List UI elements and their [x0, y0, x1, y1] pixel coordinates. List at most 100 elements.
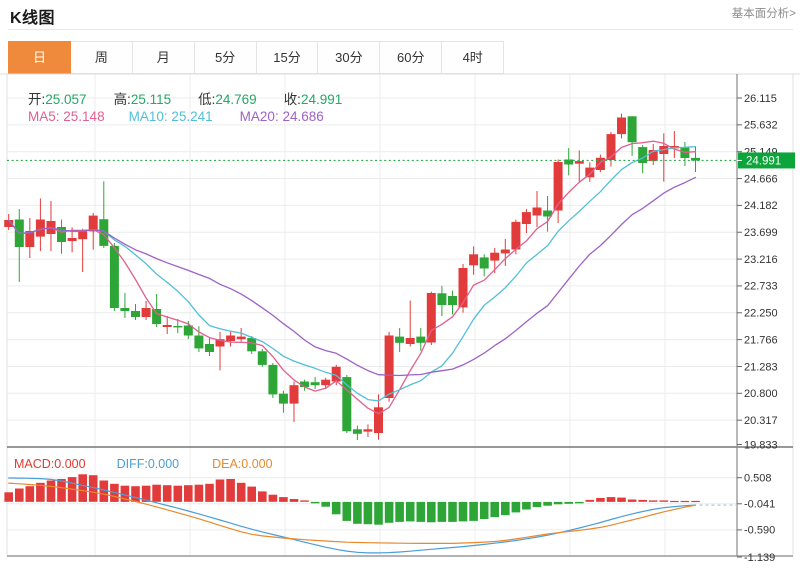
candle-body [448, 296, 457, 305]
candle-body [500, 249, 510, 254]
candle-body [384, 335, 394, 398]
candle-body [331, 366, 341, 382]
candle-body [4, 220, 14, 227]
ma10-line [8, 145, 697, 402]
macd-histogram-bar [596, 498, 605, 502]
macd-histogram-bar [416, 501, 426, 522]
tab-month[interactable]: 月 [132, 41, 195, 74]
candle-body [247, 338, 257, 352]
candle-body [595, 157, 605, 170]
candle-body [289, 385, 299, 404]
candle-body [490, 252, 500, 261]
tab-60min[interactable]: 60分 [380, 41, 443, 74]
price-axis-label: 22.733 [744, 281, 778, 293]
candle-body [194, 335, 204, 349]
macd-histogram-bar [691, 500, 700, 503]
tab-30min[interactable]: 30分 [318, 41, 381, 74]
macd-histogram-bar [680, 500, 690, 503]
candle-body [278, 393, 288, 404]
macd-histogram-bar [268, 494, 278, 502]
macd-axis-label: -0.590 [744, 525, 775, 537]
macd-histogram-bar [606, 497, 616, 502]
candle-body [141, 308, 151, 317]
price-axis-label: 21.766 [744, 334, 778, 346]
candle-body [205, 344, 214, 352]
ma20-readout: MA20: 24.686 [239, 109, 324, 124]
candle-body [99, 219, 109, 246]
macd-histogram-bar [88, 475, 98, 502]
candle-body [638, 147, 648, 163]
macd-histogram-bar [638, 499, 647, 502]
macd-readout: MACD:0.000 DIFF:0.000 DEA:0.000 [14, 457, 304, 471]
candle-body [564, 159, 574, 165]
candle-body [521, 212, 531, 224]
macd-histogram-bar [384, 501, 394, 523]
macd-histogram-bar [279, 497, 288, 502]
candle-body [310, 382, 320, 386]
macd-histogram-bar [543, 501, 552, 506]
price-axis-label: 23.699 [744, 227, 778, 239]
macd-histogram-bar [78, 474, 87, 502]
macd-histogram-bar [120, 485, 130, 502]
macd-histogram-bar [501, 501, 510, 516]
header-divider [8, 29, 793, 30]
price-axis-label: 25.632 [744, 120, 778, 132]
price-axis-label: 20.800 [744, 388, 778, 400]
macd-histogram-bar [522, 501, 531, 510]
candle-body [236, 336, 246, 340]
diff-value-readout: DIFF:0.000 [116, 457, 180, 471]
macd-histogram-bar [57, 479, 66, 502]
macd-histogram-bar [437, 501, 447, 522]
high-readout: 高:25.115 [113, 92, 172, 107]
macd-histogram-bar [469, 501, 478, 521]
candle-body [88, 215, 98, 232]
candle-body [78, 231, 88, 240]
price-axis-label: 24.182 [744, 200, 778, 212]
candle-body [458, 268, 468, 308]
candle-body [257, 351, 267, 365]
tab-day[interactable]: 日 [8, 41, 71, 74]
low-readout: 低:24.769 [198, 92, 257, 107]
candle-body [627, 116, 637, 143]
ma20-line [8, 176, 697, 377]
candle-body [268, 364, 278, 395]
candle-body [35, 219, 45, 237]
macd-histogram-bar [258, 491, 267, 502]
macd-histogram-bar [162, 485, 172, 502]
candle-body [363, 429, 373, 432]
macd-histogram-bar [659, 500, 669, 502]
dea-line [8, 482, 697, 545]
candle-body [553, 162, 563, 211]
macd-histogram-bar [532, 501, 542, 508]
fundamental-analysis-link[interactable]: 基本面分析> [731, 8, 796, 20]
macd-histogram-bar [648, 500, 658, 502]
candle-body [215, 339, 225, 347]
macd-histogram-bar [15, 488, 24, 502]
macd-histogram-bar [575, 501, 584, 504]
candle-body [617, 117, 626, 135]
candle-body [342, 377, 352, 432]
candle-body [183, 325, 193, 336]
candle-body [321, 379, 331, 386]
candle-body [25, 231, 35, 247]
macd-histogram-bar [553, 501, 563, 505]
macd-axis-label: 0.508 [744, 473, 772, 485]
macd-histogram-bar [152, 484, 161, 502]
macd-histogram-bar [353, 501, 362, 524]
ma-readout: MA5: 25.148 MA10: 25.241 MA20: 24.686 [28, 109, 348, 124]
last-price-badge [738, 152, 795, 169]
macd-axis-label: -1.139 [744, 552, 775, 564]
macd-histogram-bar [321, 501, 330, 507]
macd-histogram-bar [226, 479, 235, 502]
macd-histogram-bar [184, 485, 193, 502]
candle-body [543, 210, 553, 217]
candle-body [469, 254, 479, 266]
macd-histogram-bar [205, 483, 214, 502]
ma5-line [8, 140, 697, 415]
tab-5min[interactable]: 5分 [194, 41, 257, 74]
macd-histogram-bar [511, 501, 521, 513]
macd-histogram-bar [236, 482, 246, 502]
macd-histogram-bar [479, 501, 489, 519]
macd-histogram-bar [173, 485, 183, 502]
